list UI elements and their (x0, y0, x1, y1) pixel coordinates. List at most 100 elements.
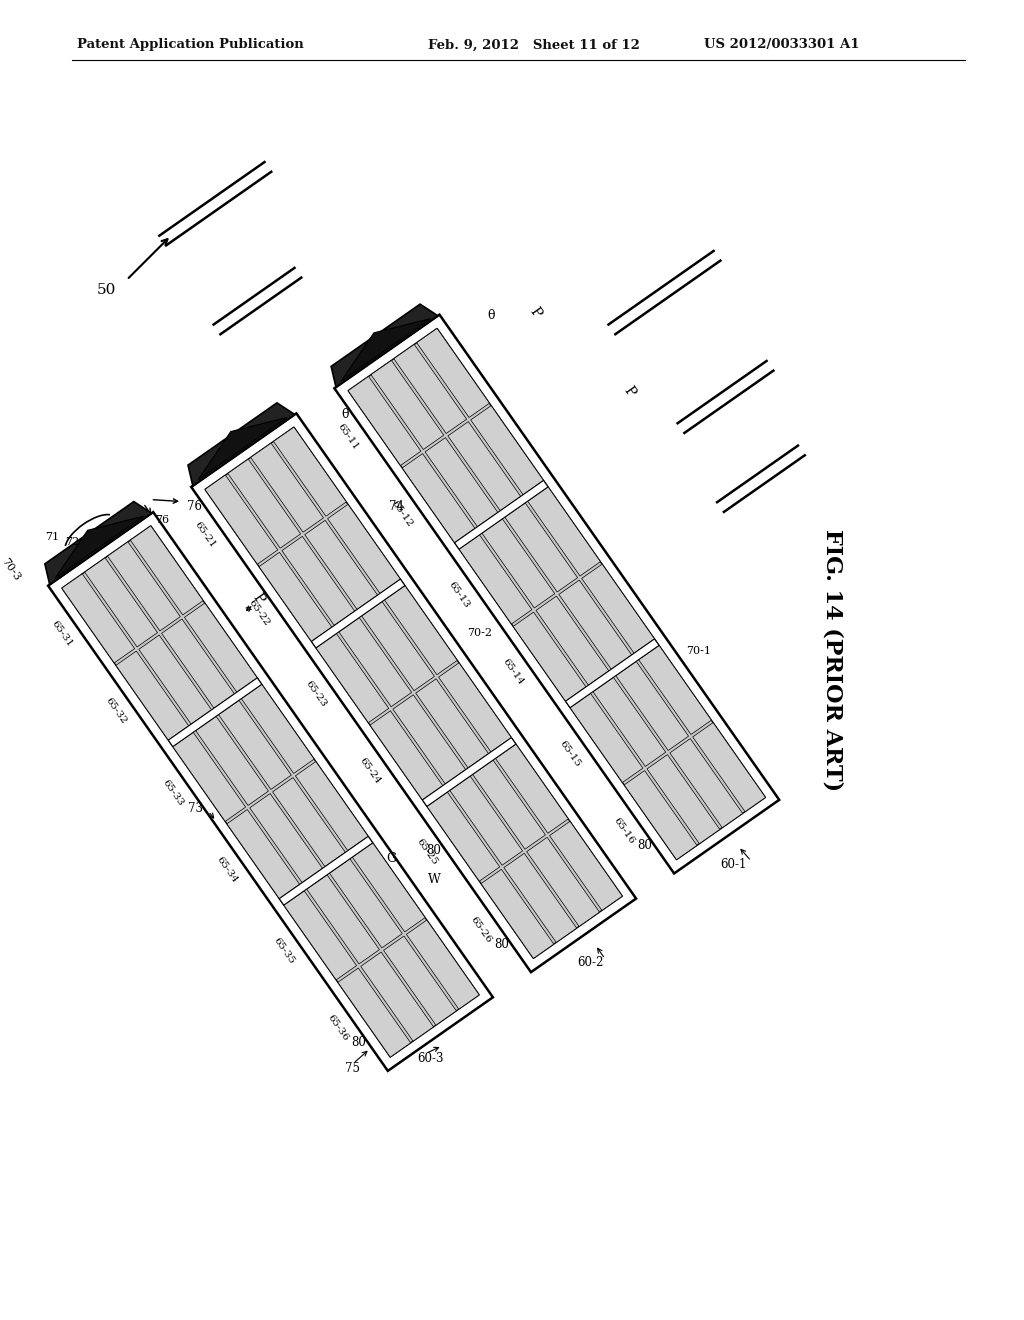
Text: 70-2: 70-2 (468, 628, 493, 638)
Text: 65-12: 65-12 (390, 499, 415, 529)
Polygon shape (205, 428, 623, 958)
Text: 80: 80 (638, 840, 652, 851)
Polygon shape (284, 891, 356, 979)
Polygon shape (370, 711, 442, 800)
Text: 65-14: 65-14 (501, 657, 525, 688)
Polygon shape (692, 722, 766, 812)
Polygon shape (407, 920, 479, 1010)
Polygon shape (348, 329, 766, 859)
Polygon shape (360, 952, 433, 1041)
Polygon shape (371, 360, 443, 450)
Polygon shape (335, 314, 779, 874)
Text: 75: 75 (345, 1063, 360, 1074)
Polygon shape (527, 487, 600, 576)
Polygon shape (427, 792, 500, 882)
Polygon shape (273, 428, 346, 516)
Polygon shape (450, 776, 522, 865)
Polygon shape (361, 602, 434, 690)
Text: 76: 76 (155, 515, 169, 525)
Polygon shape (416, 678, 488, 768)
Polygon shape (550, 821, 623, 911)
Polygon shape (615, 661, 688, 751)
Text: 65-22: 65-22 (247, 598, 271, 627)
Text: 65-32: 65-32 (103, 697, 128, 726)
Polygon shape (384, 586, 458, 675)
Polygon shape (536, 597, 609, 685)
Text: US 2012/0033301 A1: US 2012/0033301 A1 (705, 38, 860, 51)
Polygon shape (108, 541, 180, 631)
Polygon shape (173, 733, 246, 821)
Polygon shape (188, 403, 295, 486)
Text: FIG. 14 (PRIOR ART): FIG. 14 (PRIOR ART) (821, 529, 844, 791)
Text: 65-36: 65-36 (326, 1014, 350, 1043)
Polygon shape (196, 717, 268, 805)
Polygon shape (481, 870, 554, 958)
Polygon shape (330, 859, 402, 948)
Text: 74: 74 (389, 500, 403, 512)
Polygon shape (559, 579, 632, 669)
Polygon shape (393, 694, 466, 784)
Polygon shape (162, 619, 234, 708)
Polygon shape (338, 968, 411, 1057)
Polygon shape (625, 771, 697, 859)
Polygon shape (504, 853, 577, 942)
Polygon shape (513, 612, 586, 701)
Polygon shape (305, 520, 378, 610)
Polygon shape (85, 558, 158, 647)
Polygon shape (331, 304, 438, 387)
Polygon shape (48, 512, 493, 1071)
Polygon shape (402, 454, 475, 543)
Polygon shape (199, 417, 287, 479)
Text: θ: θ (487, 309, 495, 322)
Text: 80: 80 (495, 937, 509, 950)
Polygon shape (647, 755, 720, 843)
Polygon shape (505, 503, 578, 591)
Text: 73: 73 (188, 801, 204, 814)
Text: 65-23: 65-23 (303, 678, 328, 709)
Polygon shape (341, 318, 430, 381)
Polygon shape (295, 762, 369, 850)
Text: 65-16: 65-16 (611, 816, 636, 846)
Polygon shape (339, 618, 412, 706)
Text: 80: 80 (427, 843, 441, 857)
Polygon shape (582, 564, 654, 653)
Polygon shape (447, 421, 520, 511)
Text: 65-11: 65-11 (336, 421, 360, 451)
Polygon shape (670, 739, 742, 828)
Text: 65-26: 65-26 (469, 915, 494, 944)
Polygon shape (593, 677, 666, 767)
Polygon shape (259, 552, 332, 642)
Polygon shape (473, 760, 546, 849)
Polygon shape (280, 837, 373, 906)
Text: 65-31: 65-31 (49, 619, 74, 649)
Text: 65-24: 65-24 (357, 756, 382, 785)
Text: 65-35: 65-35 (271, 936, 296, 966)
Polygon shape (316, 634, 389, 722)
Polygon shape (45, 502, 152, 585)
Polygon shape (218, 701, 291, 789)
Text: 65-21: 65-21 (193, 520, 217, 550)
Polygon shape (394, 345, 467, 433)
Polygon shape (227, 809, 300, 899)
Text: Patent Application Publication: Patent Application Publication (77, 38, 304, 51)
Polygon shape (116, 651, 188, 741)
Text: 65-34: 65-34 (214, 855, 239, 884)
Polygon shape (130, 525, 203, 615)
Text: P: P (250, 591, 267, 607)
Text: 71: 71 (45, 532, 59, 543)
Polygon shape (205, 475, 278, 564)
Polygon shape (482, 519, 555, 609)
Text: 80: 80 (351, 1036, 367, 1049)
Text: 60-3: 60-3 (418, 1052, 444, 1065)
Polygon shape (438, 663, 511, 752)
Text: 60-1: 60-1 (720, 858, 746, 871)
Polygon shape (139, 635, 212, 725)
Polygon shape (384, 936, 457, 1026)
Text: W: W (428, 873, 441, 886)
Text: 70-1: 70-1 (686, 645, 711, 656)
Polygon shape (184, 603, 257, 692)
Polygon shape (352, 843, 425, 932)
Polygon shape (348, 376, 421, 466)
Text: P: P (527, 305, 544, 319)
Polygon shape (55, 516, 144, 578)
